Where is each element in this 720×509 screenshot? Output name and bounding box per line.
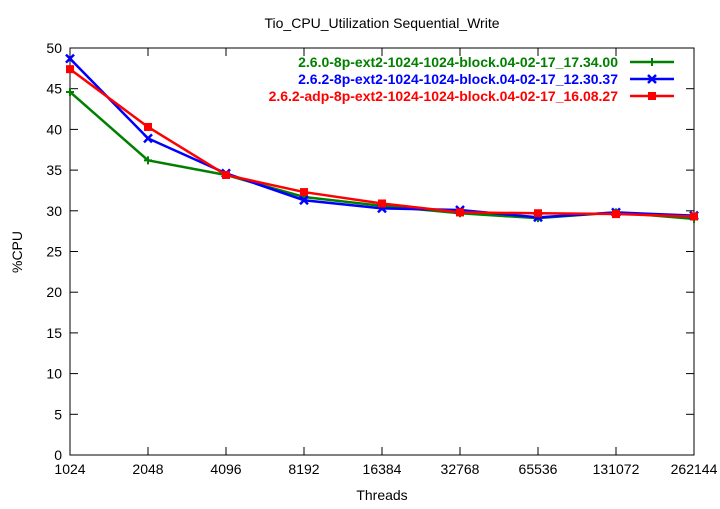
square-marker [222,170,230,179]
plot-border [69,47,695,456]
plus-marker [66,87,74,96]
cross-marker [299,195,309,206]
y-tick-label: 35 [46,162,62,178]
square-marker [612,210,620,219]
square-marker [690,212,698,221]
legend-label: 2.6.0-8p-ext2-1024-1024-block.04-02-17_1… [298,54,618,70]
y-tick-label: 20 [46,284,62,300]
square-marker [534,209,542,218]
cross-marker [143,133,153,144]
y-tick-label: 0 [54,447,62,463]
x-tick-label: 8192 [288,461,319,477]
series-2 [66,65,698,221]
y-tick-label: 15 [46,325,62,341]
cross-marker [647,74,657,84]
legend-label: 2.6.2-8p-ext2-1024-1024-block.04-02-17_1… [298,71,618,87]
y-tick-label: 45 [46,81,62,97]
x-tick-label: 131072 [593,461,640,477]
square-marker [456,208,464,217]
y-tick-label: 10 [46,366,62,382]
y-tick-label: 40 [46,121,62,137]
y-tick-label: 5 [54,406,62,422]
square-marker [378,199,386,208]
x-tick-label: 2048 [132,461,163,477]
plus-marker [648,58,656,66]
x-tick-label: 4096 [210,461,241,477]
x-tick-label: 1024 [54,461,85,477]
y-axis-label: %CPU [9,231,25,273]
x-tick-label: 32768 [441,461,480,477]
y-tick-label: 30 [46,203,62,219]
square-marker [144,122,152,131]
legend-label: 2.6.2-adp-8p-ext2-1024-1024-block.04-02-… [269,88,619,104]
square-marker [300,188,308,197]
chart-title: Tio_CPU_Utilization Sequential_Write [265,15,500,31]
x-tick-label: 16384 [363,461,402,477]
square-marker [66,65,74,74]
x-tick-label: 262144 [671,461,718,477]
plus-marker [144,156,152,165]
square-marker [648,92,656,100]
y-tick-label: 25 [46,244,62,260]
x-tick-label: 65536 [519,461,558,477]
y-tick-label: 50 [46,40,62,56]
cross-marker [65,53,75,64]
x-axis-label: Threads [356,487,407,503]
